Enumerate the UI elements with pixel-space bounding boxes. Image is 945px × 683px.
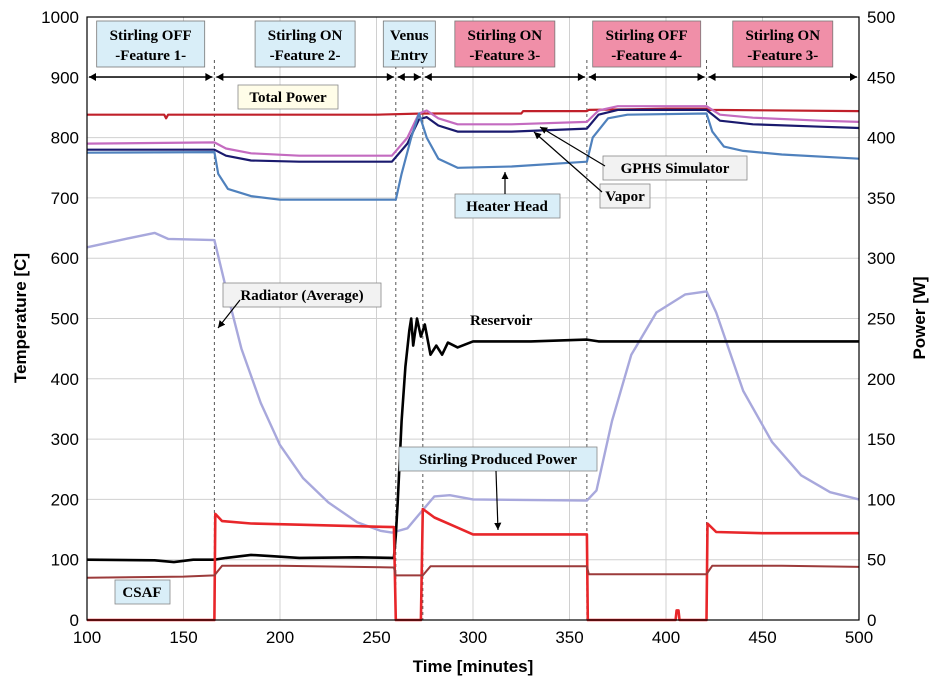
y-right-tick-label: 100 bbox=[867, 490, 895, 509]
annotation-reservoir: Reservoir bbox=[470, 313, 533, 329]
annotation-vapor: Vapor bbox=[599, 183, 651, 209]
phase-arrow-head bbox=[413, 73, 421, 81]
y-right-tick-label: 400 bbox=[867, 129, 895, 148]
x-tick-label: 150 bbox=[169, 628, 197, 647]
phase-label-line2: -Feature 2- bbox=[270, 48, 341, 64]
phase-arrow-head bbox=[708, 73, 716, 81]
tick-labels: 100 150 200 250 300 350 400 450 5000100200300400… bbox=[41, 8, 895, 647]
x-tick-label: 250 bbox=[362, 628, 390, 647]
y-left-tick-label: 700 bbox=[51, 189, 79, 208]
phase-label-box bbox=[254, 20, 356, 68]
phase-label-line1: Stirling ON bbox=[468, 28, 543, 44]
y-left-tick-label: 600 bbox=[51, 249, 79, 268]
phase-label-box bbox=[732, 20, 834, 68]
phase-label-line1: Stirling ON bbox=[268, 28, 343, 44]
x-tick-label: 100 bbox=[73, 628, 101, 647]
x-axis-title: Time [minutes] bbox=[413, 657, 534, 676]
y-left-tick-label: 300 bbox=[51, 430, 79, 449]
y-right-tick-label: 500 bbox=[867, 8, 895, 27]
phase-arrow-head bbox=[577, 73, 585, 81]
annotation-heater-head-text: Heater Head bbox=[466, 199, 548, 215]
phase-arrow-head bbox=[424, 73, 432, 81]
y-right-tick-label: 300 bbox=[867, 249, 895, 268]
y-left-tick-label: 100 bbox=[51, 551, 79, 570]
phase-arrow-head bbox=[588, 73, 596, 81]
y-left-tick-label: 500 bbox=[51, 310, 79, 329]
annotation-total-power-text: Total Power bbox=[249, 90, 327, 106]
annotation-heater-head: Heater Head bbox=[454, 193, 561, 219]
annotation-total-power: Total Power bbox=[237, 84, 339, 110]
phase-arrow-head bbox=[397, 73, 405, 81]
series-line bbox=[86, 105, 860, 157]
phase-labels: Stirling OFF -Feature 1- Stirling ON -Featu… bbox=[96, 20, 834, 68]
phase-arrow-head bbox=[386, 73, 394, 81]
phase-label-line1: Stirling OFF bbox=[110, 28, 192, 44]
phase-label-line2: -Feature 3- bbox=[747, 48, 818, 64]
series-line bbox=[87, 108, 860, 163]
annotation-radiator-average-text: Radiator (Average) bbox=[240, 288, 363, 304]
phase-label-line2: -Feature 3- bbox=[469, 48, 540, 64]
y-right-tick-label: 450 bbox=[867, 68, 895, 87]
annotation-leader-lines bbox=[217, 126, 606, 531]
annotation-csaf-text: CSAF bbox=[122, 585, 161, 601]
series-line bbox=[86, 317, 859, 564]
phase-label-line2: -Feature 4- bbox=[611, 48, 682, 64]
phase-label-box bbox=[382, 20, 436, 68]
phase-label-box bbox=[592, 20, 702, 68]
phase-label-line1: Venus bbox=[390, 28, 429, 44]
series-line bbox=[87, 107, 860, 120]
phase-label-line2: -Feature 1- bbox=[115, 48, 186, 64]
annotation-csaf: CSAF bbox=[114, 579, 171, 605]
annotation-reservoir-text: Reservoir bbox=[470, 313, 533, 329]
phase-label-box bbox=[454, 20, 556, 68]
phase-arrow-head bbox=[697, 73, 705, 81]
series-line bbox=[86, 564, 860, 579]
annotation-radiator-average: Radiator (Average) bbox=[222, 282, 382, 308]
leader-radiator bbox=[217, 299, 241, 329]
phase-arrow-head bbox=[216, 73, 224, 81]
y-left-tick-label: 400 bbox=[51, 370, 79, 389]
phase-arrows bbox=[89, 73, 857, 81]
y-left-tick-label: 200 bbox=[51, 490, 79, 509]
leader-gphs bbox=[539, 126, 606, 167]
y-right-tick-label: 150 bbox=[867, 430, 895, 449]
x-tick-label: 450 bbox=[748, 628, 776, 647]
phase-label-line1: Stirling OFF bbox=[606, 28, 688, 44]
x-tick-label: 500 bbox=[845, 628, 873, 647]
phase-label-line1: Stirling ON bbox=[745, 28, 820, 44]
leader-vapor bbox=[533, 131, 603, 193]
phase-label-line2: Entry bbox=[391, 48, 429, 64]
plot-frame bbox=[86, 16, 860, 621]
x-tick-label: 300 bbox=[459, 628, 487, 647]
y-right-tick-label: 350 bbox=[867, 189, 895, 208]
phase-label-box bbox=[96, 20, 206, 68]
phase-arrow-head bbox=[850, 73, 857, 81]
phase-arrow-head bbox=[205, 73, 213, 81]
y-axis-left-title: Temperature [C] bbox=[11, 253, 30, 383]
annotation-gphs-simulator-text: GPHS Simulator bbox=[621, 161, 730, 177]
phase-arrow-head bbox=[89, 73, 96, 81]
y-right-tick-label: 250 bbox=[867, 310, 895, 329]
y-right-tick-label: 50 bbox=[867, 551, 886, 570]
y-right-tick-label: 200 bbox=[867, 370, 895, 389]
series-line bbox=[86, 112, 860, 201]
leader-stirling-power bbox=[494, 470, 502, 531]
y-left-tick-label: 900 bbox=[51, 68, 79, 87]
phase-divider-lines bbox=[213, 60, 708, 620]
x-tick-label: 200 bbox=[266, 628, 294, 647]
y-left-tick-label: 800 bbox=[51, 129, 79, 148]
y-axis-right-title: Power [W] bbox=[910, 276, 929, 359]
x-tick-label: 350 bbox=[555, 628, 583, 647]
annotation-vapor-text: Vapor bbox=[605, 189, 645, 205]
y-left-tick-label: 0 bbox=[70, 611, 79, 630]
annotation-stirling-produced-power: Stirling Produced Power bbox=[398, 446, 598, 472]
x-tick-label: 400 bbox=[652, 628, 680, 647]
annotation-gphs-simulator: GPHS Simulator bbox=[602, 155, 748, 181]
y-right-tick-label: 0 bbox=[867, 611, 876, 630]
annotation-stirling-produced-power-text: Stirling Produced Power bbox=[419, 452, 577, 468]
series-layer bbox=[86, 105, 860, 622]
y-left-tick-label: 1000 bbox=[41, 8, 79, 27]
